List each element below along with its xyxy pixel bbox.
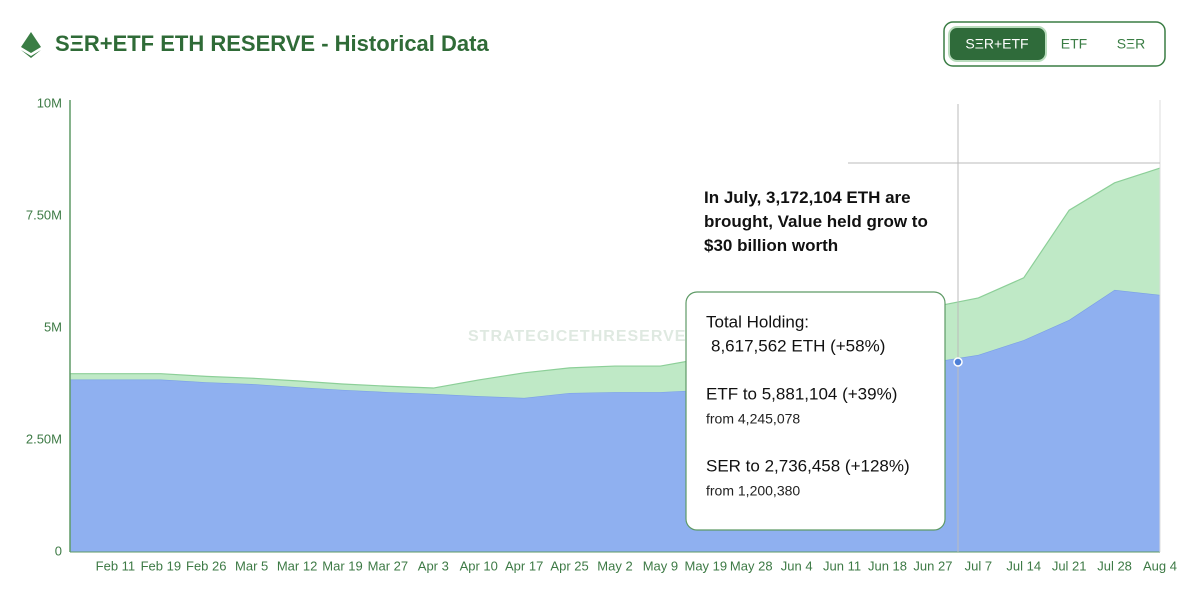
x-tick-label: Jun 4	[781, 558, 813, 573]
tooltip-line: Total Holding:	[706, 312, 809, 331]
x-tick-label: Jun 11	[823, 558, 861, 573]
annotation-box: In July, 3,172,104 ETH are brought, Valu…	[704, 188, 928, 255]
y-tick-label: 0	[55, 543, 62, 558]
x-tick-label: Apr 3	[418, 558, 449, 573]
toggle-active[interactable]	[948, 26, 1047, 62]
x-tick-label: Jun 18	[868, 558, 907, 573]
x-tick-label: Apr 10	[460, 558, 498, 573]
x-tick-label: May 2	[597, 558, 632, 573]
y-tick-label: 2.50M	[26, 431, 62, 446]
x-tick-label: Jul 14	[1006, 558, 1041, 573]
x-tick-label: Feb 26	[186, 558, 226, 573]
eth-logo	[21, 32, 41, 53]
watermark: STRATEGICETHRESERVE.	[468, 328, 692, 345]
y-tick-label: 5M	[44, 319, 62, 334]
x-tick-label: Apr 25	[550, 558, 588, 573]
x-tick-label: May 9	[643, 558, 678, 573]
tooltip	[685, 291, 946, 531]
x-tick-label: Aug 4	[1143, 558, 1177, 573]
toggle-button[interactable]: SΞR	[1117, 36, 1146, 52]
overlay: STRATEGICETHRESERVE. In July, 3,172,104 …	[468, 104, 1160, 552]
y-tick-label: 10M	[37, 95, 62, 110]
x-tick-label: Apr 17	[505, 558, 543, 573]
x-tick-label: Mar 5	[235, 558, 268, 573]
x-tick-label: Feb 19	[141, 558, 181, 573]
annotation: In July, 3,172,104 ETH are brought, Valu…	[704, 188, 928, 255]
tooltip-line: from 1,200,380	[706, 483, 800, 499]
page-title: SΞR+ETF ETH RESERVE - Historical Data	[55, 31, 489, 56]
x-tick-label: Mar 27	[368, 558, 408, 573]
toggle-button[interactable]: ETF	[1061, 36, 1087, 52]
area-line	[70, 167, 1161, 389]
x-tick-label: Jul 7	[965, 558, 992, 573]
tooltip-line: SER to 2,736,458 (+128%)	[706, 456, 910, 475]
y-tick-label: 7.50M	[26, 207, 62, 222]
x-tick-label: Jun 27	[913, 558, 952, 573]
tooltip-line: ETF to 5,881,104 (+39%)	[706, 384, 897, 403]
toggle-button[interactable]: SΞR+ETF	[965, 36, 1028, 52]
hover-dot	[953, 357, 963, 367]
x-tick-label: May 28	[730, 558, 773, 573]
x-tick-label: Jul 21	[1052, 558, 1087, 573]
x-tick-label: Feb 11	[96, 558, 136, 573]
x-tick-label: Jul 28	[1097, 558, 1132, 573]
x-tick-label: May 19	[685, 558, 728, 573]
eth-logo-base	[21, 50, 41, 58]
tooltip-line: from 4,245,078	[706, 411, 800, 427]
x-tick-label: Mar 19	[322, 558, 362, 573]
tooltip-line: 8,617,562 ETH (+58%)	[711, 336, 885, 355]
x-tick-label: Mar 12	[277, 558, 317, 573]
